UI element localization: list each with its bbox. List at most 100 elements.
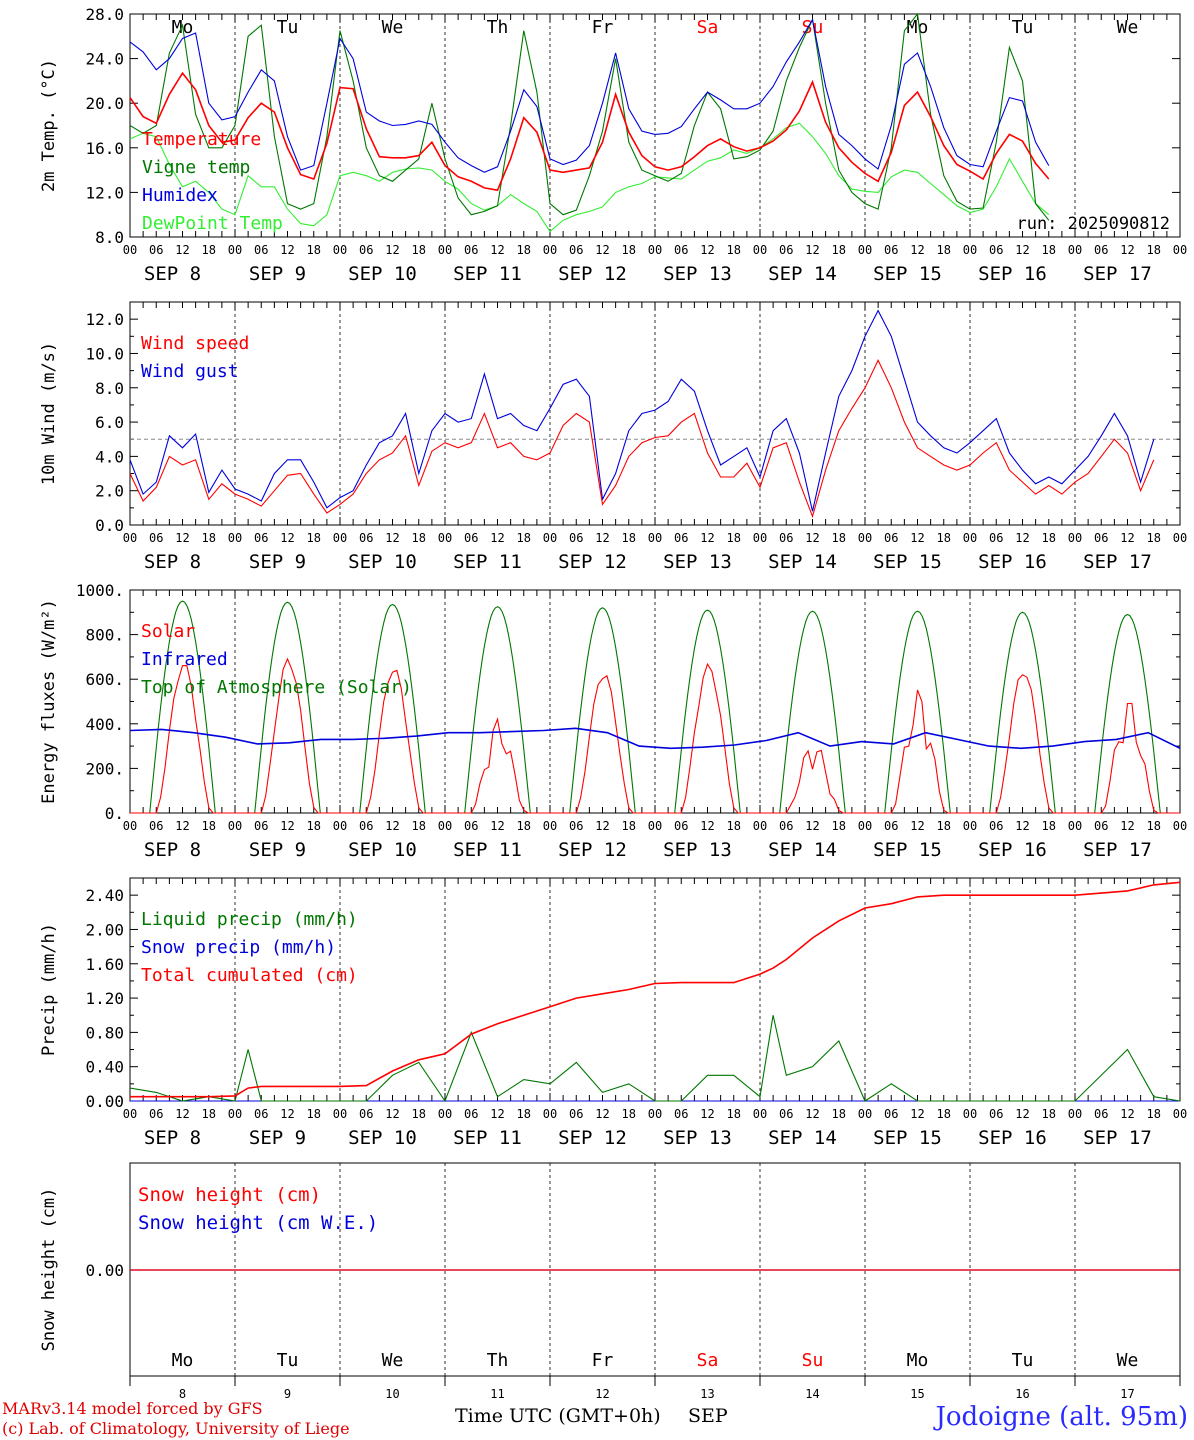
hour-tick-label: 12 [1015, 531, 1029, 545]
hour-tick-label: 12 [280, 1107, 294, 1121]
hour-tick-label: 12 [595, 1107, 609, 1121]
date-label: SEP 14 [768, 263, 837, 285]
y-tick-label: 20.0 [85, 94, 124, 113]
date-label: SEP 9 [249, 551, 306, 573]
hour-tick-label: 06 [989, 243, 1003, 257]
hour-tick-label: 06 [569, 243, 583, 257]
hour-tick-label: 00 [543, 1107, 557, 1121]
weekday-label: We [382, 17, 404, 38]
date-label: SEP 13 [663, 263, 732, 285]
hour-tick-label: 06 [149, 243, 163, 257]
hour-tick-label: 12 [175, 1107, 189, 1121]
series-line-humidex [129, 18, 1050, 173]
hour-tick-label: 06 [674, 1107, 688, 1121]
y-tick-label: 2.0 [95, 482, 124, 501]
date-label: SEP 10 [348, 263, 417, 285]
legend-solar: Solar [141, 621, 195, 642]
hour-tick-label: 06 [1094, 243, 1108, 257]
legend-vigne-temp: Vigne temp [142, 157, 250, 178]
hour-tick-label: 06 [464, 531, 478, 545]
hour-tick-label: 00 [1068, 819, 1082, 833]
date-label: SEP 14 [768, 1127, 837, 1149]
hour-tick-label: 06 [149, 819, 163, 833]
hour-tick-label: 06 [989, 1107, 1003, 1121]
hour-tick-label: 00 [1068, 531, 1082, 545]
hour-tick-label: 18 [1042, 819, 1056, 833]
hour-tick-label: 12 [805, 531, 819, 545]
hour-tick-label: 12 [385, 819, 399, 833]
date-label: SEP 16 [978, 263, 1047, 285]
weekday-label: Su [802, 17, 824, 38]
hour-tick-label: 18 [517, 243, 531, 257]
hour-tick-label: 00 [333, 531, 347, 545]
y-tick-label: 0.00 [85, 1261, 124, 1280]
y-tick-label: 12.0 [85, 310, 124, 329]
legend-wind-gust: Wind gust [141, 361, 239, 382]
hour-tick-label: 12 [385, 243, 399, 257]
date-label: SEP 8 [144, 1127, 201, 1149]
weekday-label: Mo [907, 17, 929, 38]
hour-tick-label: 00 [648, 531, 662, 545]
date-label: SEP 9 [249, 1127, 306, 1149]
hour-tick-label: 06 [1094, 531, 1108, 545]
hour-tick-label: 18 [202, 243, 216, 257]
hour-tick-label: 06 [149, 1107, 163, 1121]
legend-dewpoint-temp: DewPoint Temp [142, 213, 283, 234]
hour-tick-label: 18 [727, 819, 741, 833]
weekday-label: Mo [172, 1350, 194, 1371]
hour-tick-label: 18 [832, 819, 846, 833]
y-tick-label: 800. [85, 626, 124, 645]
hour-tick-label: 00 [648, 1107, 662, 1121]
hour-tick-label: 18 [202, 531, 216, 545]
hour-tick-label: 18 [202, 819, 216, 833]
panel-frame [129, 301, 1181, 526]
hour-tick-label: 00 [1173, 531, 1187, 545]
model-credit: MARv3.14 model forced by GFS [2, 1399, 263, 1418]
hour-tick-label: 06 [569, 531, 583, 545]
date-label: SEP 16 [978, 839, 1047, 861]
hour-tick-label: 00 [858, 243, 872, 257]
hour-tick-label: 00 [648, 243, 662, 257]
hour-tick-label: 06 [254, 1107, 268, 1121]
date-label: SEP 17 [1083, 839, 1152, 861]
hour-tick-label: 06 [779, 243, 793, 257]
y-tick-label: 8.0 [95, 228, 124, 247]
hour-tick-label: 18 [1147, 243, 1161, 257]
hour-tick-label: 18 [622, 1107, 636, 1121]
date-label: SEP 12 [558, 551, 627, 573]
hour-tick-label: 06 [779, 1107, 793, 1121]
hour-tick-label: 06 [989, 819, 1003, 833]
date-label: SEP 12 [558, 839, 627, 861]
hour-tick-label: 18 [832, 531, 846, 545]
hour-tick-label: 00 [438, 531, 452, 545]
legend-top-of-atmosphere-solar: Top of Atmosphere (Solar) [141, 677, 412, 698]
y-tick-label: 1000. [76, 581, 124, 600]
date-label: SEP 15 [873, 551, 942, 573]
day-number-label: 12 [595, 1387, 609, 1401]
hour-tick-label: 18 [727, 531, 741, 545]
hour-tick-label: 00 [228, 819, 242, 833]
hour-tick-label: 00 [333, 243, 347, 257]
hour-tick-label: 00 [1173, 1107, 1187, 1121]
hour-tick-label: 06 [359, 1107, 373, 1121]
hour-tick-label: 18 [307, 243, 321, 257]
legend-temperature: Temperature [142, 129, 261, 150]
hour-tick-label: 00 [1173, 243, 1187, 257]
weekday-label: Su [802, 1350, 824, 1371]
date-label: SEP 15 [873, 1127, 942, 1149]
legend-wind-speed: Wind speed [141, 333, 249, 354]
y-axis-label: Precip (mm/h) [39, 923, 59, 1056]
hour-tick-label: 12 [805, 1107, 819, 1121]
date-label: SEP 13 [663, 551, 732, 573]
hour-tick-label: 18 [517, 819, 531, 833]
y-tick-label: 0.80 [85, 1023, 124, 1042]
hour-tick-label: 12 [385, 1107, 399, 1121]
hour-tick-label: 06 [464, 819, 478, 833]
hour-tick-label: 00 [438, 819, 452, 833]
day-number-label: 10 [385, 1387, 399, 1401]
hour-tick-label: 18 [937, 819, 951, 833]
hour-tick-label: 06 [569, 819, 583, 833]
hour-tick-label: 06 [1094, 819, 1108, 833]
hour-tick-label: 12 [700, 819, 714, 833]
hour-tick-label: 12 [1120, 531, 1134, 545]
